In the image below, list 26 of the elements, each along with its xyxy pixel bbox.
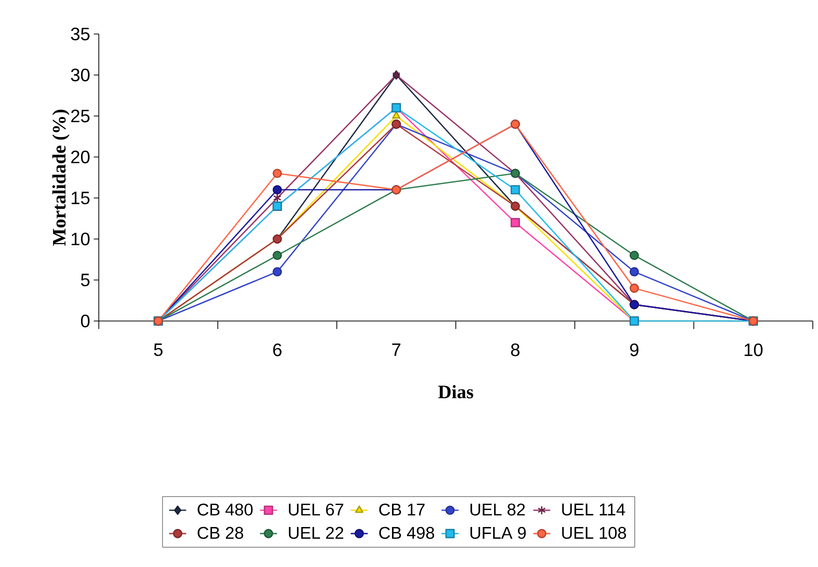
legend-label: UFLA 9 <box>470 526 526 539</box>
y-tick-label: 35 <box>71 28 90 40</box>
x-tick-label: 10 <box>744 343 763 356</box>
legend-label: CB 28 <box>198 526 244 539</box>
legend-label: UEL 67 <box>288 504 344 516</box>
legend-label: CB 480 <box>198 504 253 516</box>
x-tick-label: 9 <box>630 343 638 356</box>
legend-label: UEL 82 <box>470 504 525 516</box>
y-tick-label: 5 <box>81 274 90 286</box>
y-tick-label: 15 <box>72 192 90 204</box>
x-tick-label: 7 <box>392 344 400 356</box>
legend-label: CB 17 <box>379 504 425 516</box>
y-axis-title: Mortalidade (%) <box>52 110 70 246</box>
legend-label: UEL 114 <box>562 504 626 516</box>
legend-label: CB 498 <box>379 526 434 539</box>
y-tick-label: 20 <box>71 150 90 164</box>
y-tick-label: 25 <box>71 110 90 122</box>
x-axis-title: Dias <box>438 385 474 398</box>
y-tick-label: 30 <box>71 68 90 82</box>
x-tick-label: 6 <box>273 343 282 356</box>
y-tick-label: 0 <box>80 314 90 328</box>
x-tick-label: 8 <box>511 343 520 356</box>
legend-label: UEL 108 <box>562 526 626 539</box>
legend-label: UEL 22 <box>288 526 344 539</box>
x-tick-label: 5 <box>154 344 163 356</box>
y-tick-label: 10 <box>72 232 90 246</box>
